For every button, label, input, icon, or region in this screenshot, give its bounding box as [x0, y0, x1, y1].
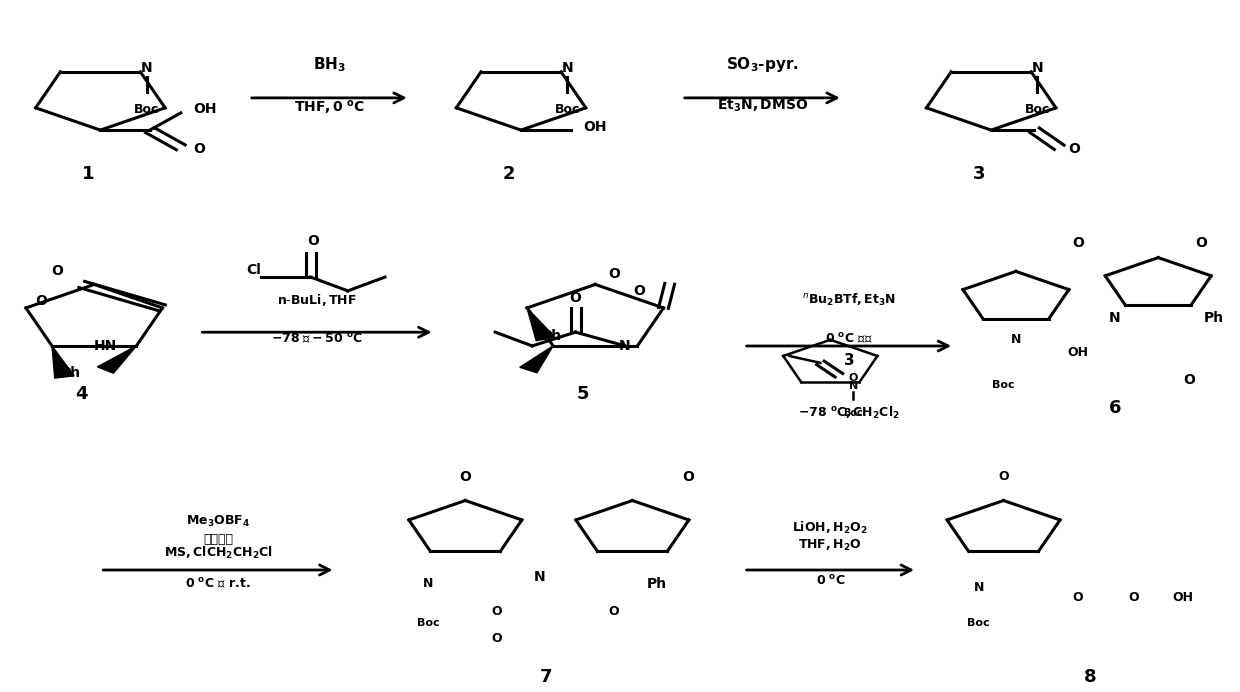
Text: O: O [998, 471, 1009, 484]
Text: $\bf{BH_3}$: $\bf{BH_3}$ [312, 55, 346, 74]
Text: N: N [533, 570, 546, 584]
Text: Boc: Boc [554, 103, 580, 116]
Text: O: O [1071, 235, 1084, 250]
Text: N: N [140, 62, 153, 75]
Text: O: O [35, 294, 47, 308]
Text: $\bf{THF, 0\ ^oC}$: $\bf{THF, 0\ ^oC}$ [294, 98, 365, 116]
Text: O: O [491, 605, 502, 618]
Text: O: O [849, 373, 858, 383]
Text: OH: OH [1173, 591, 1193, 604]
Text: O: O [1068, 143, 1080, 156]
Text: 3: 3 [843, 353, 854, 368]
Text: N: N [1011, 333, 1021, 345]
Text: $^n$$\bf{Bu_2BTf, Et_3N}$: $^n$$\bf{Bu_2BTf, Et_3N}$ [802, 292, 895, 308]
Text: Ph: Ph [542, 329, 562, 343]
Text: 3: 3 [972, 165, 985, 183]
Text: N: N [1032, 62, 1043, 75]
Polygon shape [52, 346, 74, 378]
Text: HN: HN [94, 339, 117, 353]
Text: O: O [1073, 591, 1083, 604]
Text: O: O [1128, 591, 1138, 604]
Text: Boc: Boc [992, 381, 1014, 390]
Polygon shape [98, 346, 136, 373]
Text: N: N [973, 581, 985, 594]
Polygon shape [520, 346, 553, 373]
Polygon shape [527, 308, 556, 340]
Text: N: N [423, 577, 434, 590]
Text: $\bf{MS, ClCH_2CH_2Cl}$: $\bf{MS, ClCH_2CH_2Cl}$ [164, 545, 273, 561]
Text: $\bf{0\ ^oC}$ 然后: $\bf{0\ ^oC}$ 然后 [825, 332, 873, 347]
Text: $\bf{0\ ^oC}$: $\bf{0\ ^oC}$ [816, 574, 846, 588]
Text: N: N [562, 62, 573, 75]
Text: OH: OH [1068, 347, 1089, 359]
Text: N: N [1109, 311, 1121, 325]
Text: 4: 4 [76, 385, 88, 403]
Text: O: O [193, 143, 205, 156]
Text: $\bf{THF, H_2O}$: $\bf{THF, H_2O}$ [799, 538, 862, 553]
Text: O: O [1195, 235, 1208, 250]
Text: $\bf{Et_3N, DMSO}$: $\bf{Et_3N, DMSO}$ [717, 98, 808, 114]
Text: 质子海绵: 质子海绵 [203, 533, 233, 546]
Text: O: O [569, 291, 582, 304]
Text: O: O [308, 234, 319, 248]
Text: 7: 7 [539, 668, 552, 686]
Text: $\bf{SO_3}$-pyr.: $\bf{SO_3}$-pyr. [725, 55, 799, 74]
Text: Ph: Ph [647, 576, 667, 591]
Text: Boc: Boc [417, 618, 439, 628]
Text: O: O [459, 470, 471, 484]
Text: 8: 8 [1084, 668, 1096, 686]
Text: $\bf{0\ ^oC}$ 至 r.t.: $\bf{0\ ^oC}$ 至 r.t. [185, 577, 250, 591]
Text: $\bf{-78\ ^oC, CH_2Cl_2}$: $\bf{-78\ ^oC, CH_2Cl_2}$ [797, 405, 900, 421]
Text: O: O [682, 470, 694, 484]
Text: 2: 2 [502, 165, 515, 183]
Text: O: O [608, 267, 620, 281]
Text: 6: 6 [1109, 399, 1121, 417]
Text: 1: 1 [82, 165, 94, 183]
Text: 5: 5 [577, 385, 589, 403]
Text: O: O [632, 284, 645, 298]
Text: OH: OH [583, 120, 606, 134]
Text: Boc: Boc [134, 103, 159, 116]
Text: Ph: Ph [1204, 311, 1224, 325]
Text: O: O [1183, 374, 1195, 388]
Text: $\bf{LiOH, H_2O_2}$: $\bf{LiOH, H_2O_2}$ [792, 520, 868, 536]
Text: N: N [619, 339, 631, 353]
Text: $\bf{Me_3OBF_4}$: $\bf{Me_3OBF_4}$ [186, 513, 250, 529]
Text: $\bf{-78\ 至-50\ ^oC}$: $\bf{-78\ 至-50\ ^oC}$ [272, 332, 363, 347]
Text: Boc: Boc [967, 618, 990, 628]
Text: Cl: Cl [247, 263, 262, 277]
Text: Boc: Boc [843, 408, 863, 419]
Text: O: O [609, 605, 619, 618]
Text: O: O [51, 264, 63, 277]
Text: Ph: Ph [61, 367, 81, 381]
Text: OH: OH [193, 102, 217, 116]
Text: $\bf{n\text{-}BuLi, THF}$: $\bf{n\text{-}BuLi, THF}$ [277, 292, 357, 308]
Text: N: N [848, 381, 858, 391]
Text: Boc: Boc [1024, 103, 1050, 116]
Text: O: O [491, 632, 502, 646]
